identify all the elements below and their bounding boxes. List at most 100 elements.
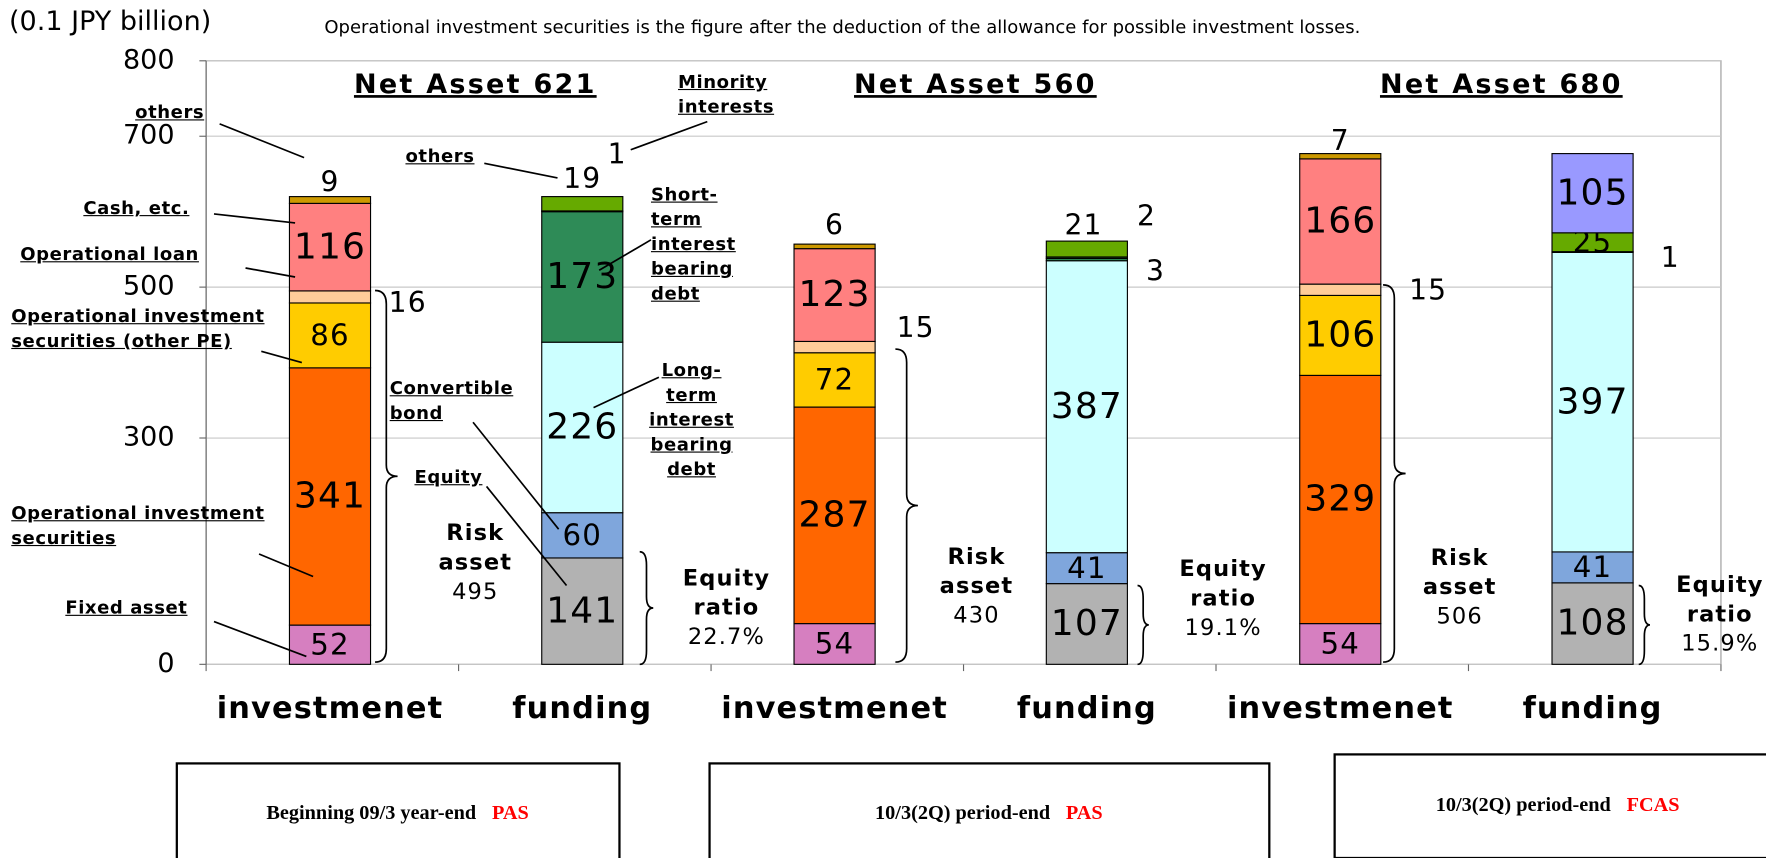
- period-standard: FCAS: [1627, 794, 1680, 816]
- equity-ratio: 22.7%: [688, 624, 765, 650]
- bar-segment: [288, 367, 372, 626]
- legend-entry: Long-term interest bearing debt: [649, 359, 734, 480]
- leader-line: [245, 267, 296, 278]
- data-label: 19: [563, 162, 601, 195]
- data-label: 105: [1556, 172, 1628, 213]
- equity-ratio: ratio: [1687, 601, 1753, 627]
- data-label: 7: [1331, 124, 1350, 157]
- risk-asset: 506: [1436, 604, 1482, 630]
- bar-segment: [1299, 283, 1382, 296]
- equity-ratio: Equity: [1676, 572, 1763, 598]
- brace: [895, 348, 918, 663]
- data-label: 2: [1137, 199, 1156, 232]
- bar-segment: [288, 302, 372, 369]
- leader-line: [219, 123, 305, 159]
- period-standard: PAS: [1066, 802, 1103, 824]
- bar-segment: [288, 196, 372, 204]
- data-label: 226: [546, 407, 618, 448]
- data-label: 1: [1661, 241, 1680, 274]
- bar-segment: [793, 340, 876, 354]
- data-label: 41: [1067, 551, 1107, 585]
- risk-asset: Risk: [948, 544, 1006, 570]
- bar-segment: [541, 196, 624, 212]
- legend-entry: Convertible bond: [389, 377, 514, 424]
- y-tick-label: 500: [123, 271, 175, 302]
- data-label: 41: [1573, 550, 1613, 584]
- bar-segment: [1299, 623, 1382, 665]
- data-label: 287: [799, 494, 871, 535]
- risk-asset: Risk: [446, 520, 504, 546]
- note: Operational investment securities is the…: [324, 17, 1360, 38]
- leader-line: [485, 485, 568, 587]
- data-label: 1: [608, 137, 627, 170]
- period-text: 10/3(2Q) period-end: [875, 802, 1051, 824]
- period-label: Beginning 09/3 year-end PAS: [266, 802, 528, 824]
- leader-line: [261, 350, 303, 364]
- leader-line: [258, 553, 314, 578]
- data-label: 397: [1556, 381, 1628, 422]
- brace: [1383, 284, 1406, 663]
- data-label: 15: [897, 311, 935, 344]
- data-label: 72: [815, 363, 855, 397]
- data-label: 141: [546, 590, 618, 631]
- data-label: 329: [1304, 479, 1376, 520]
- net-asset: Net Asset 680: [1380, 69, 1623, 100]
- x-tick-label: investmenet: [721, 691, 948, 726]
- x-tick-label: investmenet: [1227, 691, 1454, 726]
- leader-line: [213, 213, 296, 224]
- equity-ratio: 19.1%: [1185, 615, 1262, 641]
- legend-entry: Cash, etc.: [83, 197, 190, 219]
- data-label: 107: [1051, 603, 1123, 644]
- data-label: 106: [1304, 315, 1376, 356]
- bar-segment: [541, 211, 624, 343]
- period-label: 10/3(2Q) period-end FCAS: [1436, 794, 1680, 816]
- brace: [1137, 584, 1149, 666]
- period-standard: PAS: [492, 802, 529, 824]
- data-label: 54: [1321, 627, 1361, 661]
- data-label: 21: [1064, 208, 1102, 241]
- x-tick-label: investmenet: [217, 691, 444, 726]
- equity-ratio: 15.9%: [1681, 631, 1758, 657]
- data-label: 116: [294, 226, 366, 267]
- equity-ratio: Equity: [1179, 556, 1266, 582]
- risk-asset: 430: [953, 602, 999, 628]
- bar-segment: [1299, 374, 1382, 625]
- bar-segment: [1551, 153, 1634, 234]
- bar-segment: [1551, 551, 1634, 584]
- data-label: 108: [1556, 603, 1628, 644]
- brace: [375, 289, 398, 663]
- data-label: 54: [815, 627, 855, 661]
- data-label: 166: [1304, 201, 1376, 242]
- legend-entry: others: [405, 145, 475, 167]
- equity-ratio: Equity: [683, 565, 770, 591]
- data-label: 60: [563, 518, 603, 552]
- y-tick-label: 700: [123, 120, 175, 151]
- bar-segment: [1299, 153, 1382, 160]
- leader-line: [630, 120, 708, 151]
- data-label: 3: [1146, 254, 1165, 287]
- bar-segment: [793, 248, 876, 343]
- data-label: 341: [294, 476, 366, 517]
- y-tick-label: 800: [123, 44, 175, 75]
- data-label: 15: [1409, 274, 1447, 307]
- risk-asset: asset: [438, 549, 512, 575]
- net-asset: Net Asset 560: [854, 69, 1097, 100]
- leader-line: [213, 620, 307, 658]
- risk-asset: asset: [940, 573, 1014, 599]
- legend-entry: others: [135, 101, 205, 123]
- net-asset: Net Asset 621: [354, 69, 597, 100]
- period-label: 10/3(2Q) period-end PAS: [875, 802, 1103, 824]
- legend-entry: Short-term interest bearing debt: [650, 183, 736, 305]
- leader-line: [598, 239, 652, 271]
- bar-segment: [288, 290, 372, 304]
- legend-entry: Operational investment securities (other…: [11, 305, 265, 352]
- period-text: Beginning 09/3 year-end: [266, 802, 477, 824]
- bar-segment: [1551, 251, 1634, 553]
- bar-segment: [793, 623, 876, 665]
- brace: [639, 550, 654, 666]
- period-text: 10/3(2Q) period-end: [1436, 794, 1612, 816]
- data-label: 52: [310, 627, 350, 661]
- data-label: 173: [546, 256, 618, 297]
